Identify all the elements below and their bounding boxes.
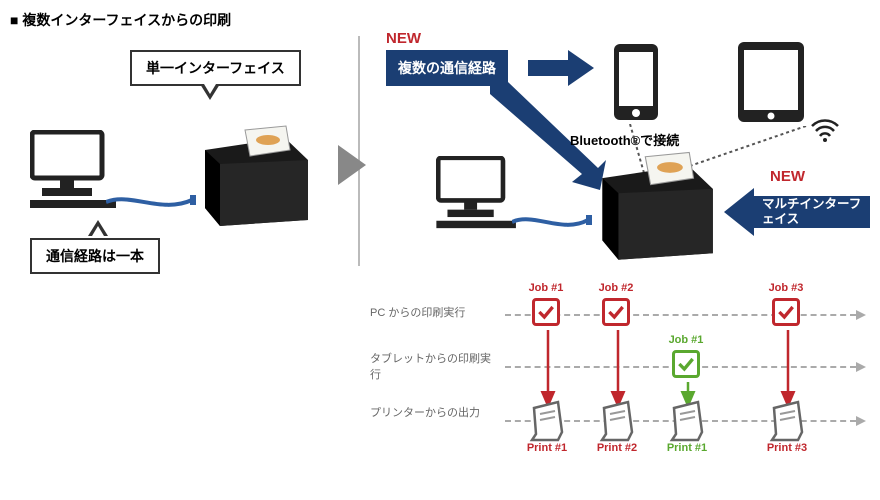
- timeline-label-output: プリンターからの出力: [370, 404, 500, 420]
- printout-icon: [668, 400, 708, 442]
- callout-pointer-down: [200, 84, 220, 100]
- callout-pointer-up: [88, 220, 108, 236]
- diagram-title: 複数インターフェイスからの印刷: [10, 10, 231, 30]
- cable-icon: [106, 188, 196, 218]
- printer-icon-left: [190, 120, 320, 230]
- wifi-icon: [810, 118, 840, 142]
- tablet-icon: [736, 40, 806, 124]
- multi-path-banner: 複数の通信経路: [386, 50, 508, 86]
- new-tag-side: NEW: [770, 168, 805, 185]
- timeline-row-output: プリンターからの出力 Print #1 Print #2 Print #1 Pr…: [370, 394, 870, 470]
- single-path-text: 通信経路は一本: [30, 238, 160, 274]
- new-tag-top: NEW: [386, 30, 421, 47]
- print-label: Print #1: [662, 442, 712, 454]
- left-panel: 単一インターフェイス 通信経路は一本: [10, 40, 350, 300]
- timeline: PC からの印刷実行 Job #1 Job #2 Job #3 タブレットからの…: [370, 290, 870, 470]
- print-label: Print #3: [762, 442, 812, 454]
- single-if-label: 単一インターフェイス: [130, 50, 301, 86]
- phone-icon: [610, 42, 662, 122]
- print-label: Print #2: [592, 442, 642, 454]
- printout-icon: [768, 400, 808, 442]
- print-label: Print #1: [522, 442, 572, 454]
- right-panel: NEW 複数の通信経路 Bluetooth®で接続 NEW マルチインターフェイ…: [370, 30, 870, 490]
- printer-icon-right: [586, 146, 726, 264]
- cable-right-icon: [512, 210, 592, 238]
- transition-arrow-icon: [338, 145, 366, 185]
- printout-icon: [528, 400, 568, 442]
- single-path-label: 通信経路は一本: [30, 238, 160, 274]
- desktop-icon-right: [436, 156, 520, 230]
- single-if-text: 単一インターフェイス: [130, 50, 301, 86]
- multi-if-banner: マルチインターフェイス: [762, 197, 862, 227]
- printout-icon: [598, 400, 638, 442]
